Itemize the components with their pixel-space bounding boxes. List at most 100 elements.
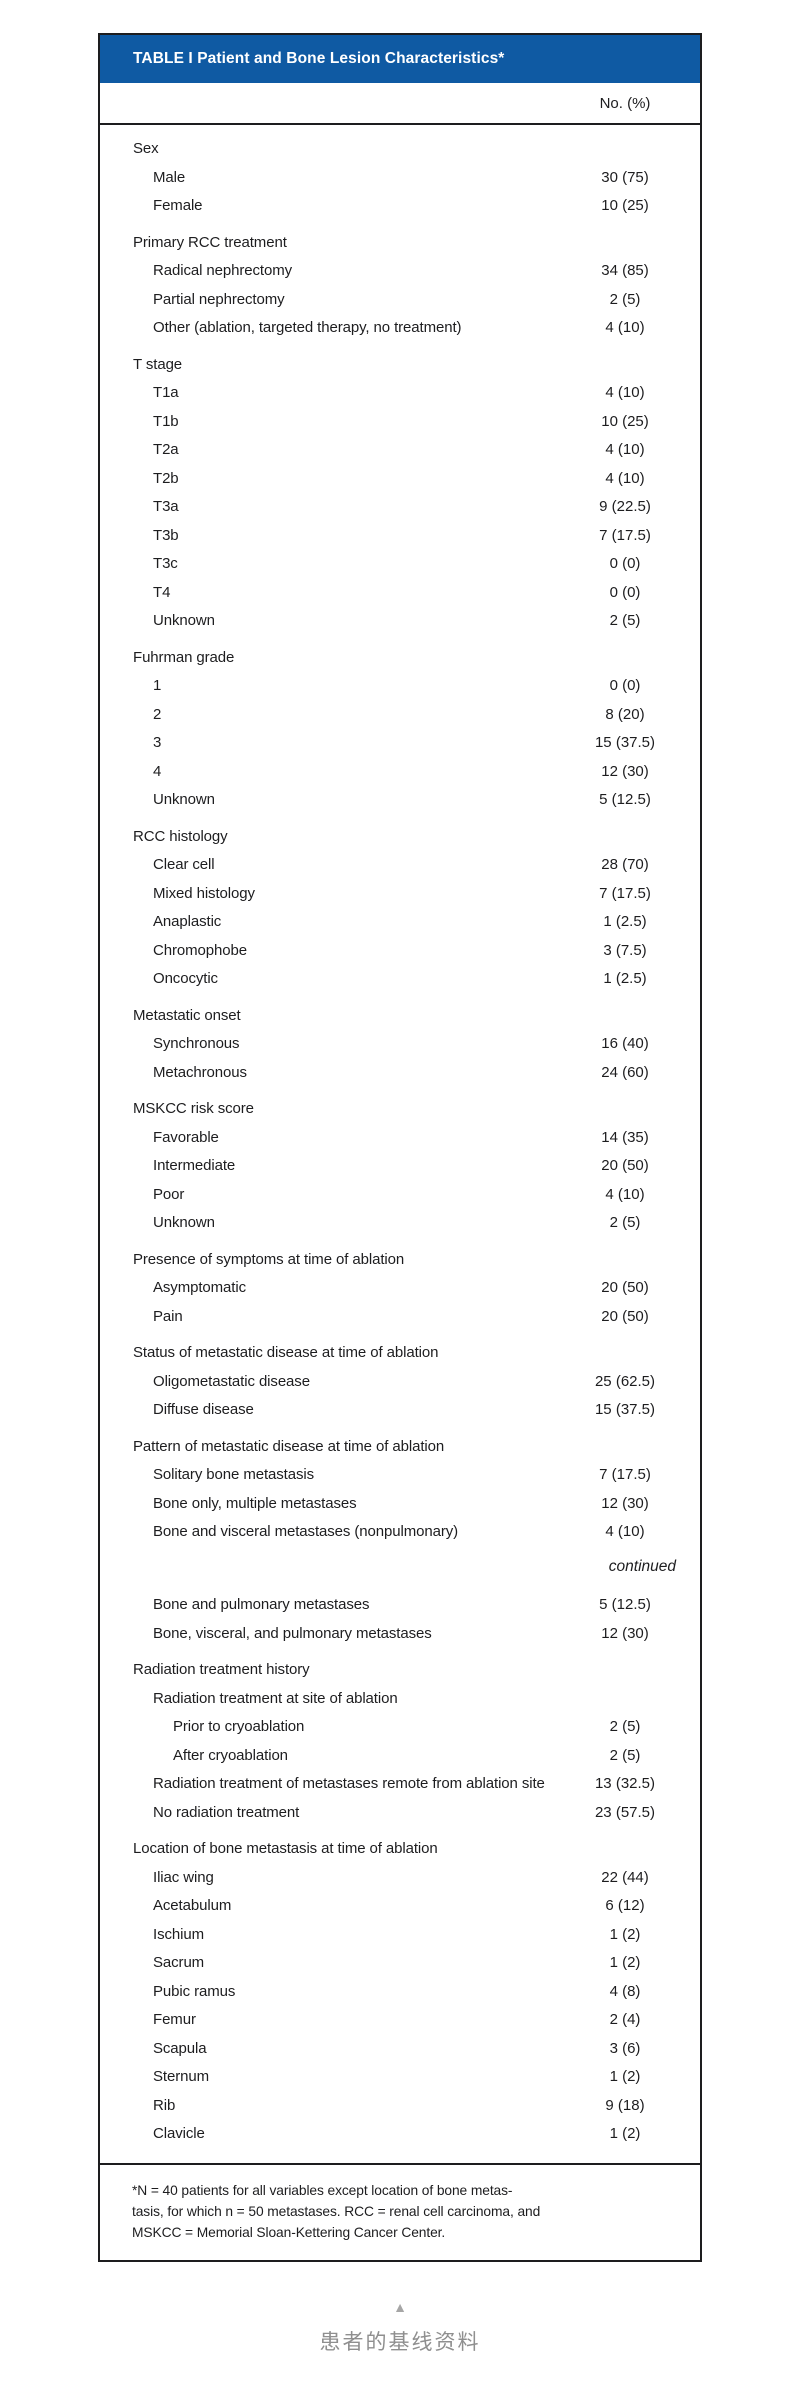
row-value: 2 (5) bbox=[609, 1746, 641, 1764]
row-label: Bone only, multiple metastases bbox=[153, 1494, 357, 1512]
row-label: After cryoablation bbox=[173, 1746, 288, 1764]
row-label: Oligometastatic disease bbox=[153, 1372, 310, 1390]
row-label: 3 bbox=[153, 734, 162, 751]
section-header-label: Fuhrman grade bbox=[133, 648, 235, 666]
table-row: T3c 0 (0) bbox=[100, 550, 700, 579]
table-row: Radiation treatment of metastases remote… bbox=[100, 1770, 700, 1799]
section-header-label: Location of bone metastasis at time of a… bbox=[133, 1840, 438, 1857]
row-label: Solitary bone metastasis bbox=[153, 1466, 315, 1483]
section-header-row: Fuhrman grade bbox=[100, 644, 700, 673]
row-value: 28 (70) bbox=[601, 856, 649, 873]
table-row: Anaplastic 1 (2.5) bbox=[100, 908, 700, 937]
table-row: T1b 10 (25) bbox=[100, 408, 700, 437]
row-value: 2 (4) bbox=[609, 2011, 641, 2028]
row-label: T4 bbox=[153, 583, 171, 601]
row-value: 1 (2.5) bbox=[603, 970, 647, 987]
row-label: Bone and pulmonary metastases bbox=[153, 1596, 370, 1613]
table-row: Intermediate 20 (50) bbox=[100, 1152, 700, 1181]
row-value: 20 (50) bbox=[601, 1307, 649, 1325]
row-value: 4 (10) bbox=[605, 1185, 645, 1203]
table-row: Pubic ramus 4 (8) bbox=[100, 1978, 700, 2007]
table-row: Synchronous 16 (40) bbox=[100, 1030, 700, 1059]
row-label: Femur bbox=[153, 2011, 196, 2028]
row-label: Oncocytic bbox=[153, 970, 218, 987]
row-label: T2b bbox=[153, 469, 179, 487]
section-header-label: Status of metastatic disease at time of … bbox=[133, 1344, 439, 1361]
table-row: 3 15 (37.5) bbox=[100, 729, 700, 758]
column-header-row: No. (%) bbox=[100, 83, 700, 125]
table-row: Unknown 2 (5) bbox=[100, 1209, 700, 1238]
table-row: Iliac wing 22 (44) bbox=[100, 1864, 700, 1893]
table-row: Radiation treatment at site of ablation bbox=[100, 1685, 700, 1714]
table-row: Femur 2 (4) bbox=[100, 2006, 700, 2035]
row-label: Acetabulum bbox=[153, 1897, 232, 1914]
table-row: Metachronous 24 (60) bbox=[100, 1059, 700, 1088]
row-value: 14 (35) bbox=[601, 1128, 649, 1146]
table-row: T3b 7 (17.5) bbox=[100, 522, 700, 551]
table-row: Acetabulum 6 (12) bbox=[100, 1892, 700, 1921]
row-value: 3 (6) bbox=[609, 2039, 641, 2057]
table-row: Favorable 14 (35) bbox=[100, 1124, 700, 1153]
table-row: Oncocytic 1 (2.5) bbox=[100, 965, 700, 994]
row-label: Metachronous bbox=[153, 1063, 247, 1081]
table-row: Asymptomatic 20 (50) bbox=[100, 1274, 700, 1303]
row-value: 3 (7.5) bbox=[603, 941, 647, 959]
row-label: 4 bbox=[153, 762, 162, 780]
row-value: 7 (17.5) bbox=[599, 884, 651, 902]
table-row: After cryoablation 2 (5) bbox=[100, 1742, 700, 1771]
table-section: Metastatic onset Synchronous 16 (40) Metach… bbox=[100, 1002, 700, 1088]
section-header-row: Presence of symptoms at time of ablation bbox=[100, 1246, 700, 1275]
table-row: Unknown 2 (5) bbox=[100, 607, 700, 636]
row-value: 30 (75) bbox=[601, 168, 649, 186]
table-row: Solitary bone metastasis 7 (17.5) bbox=[100, 1461, 700, 1490]
row-value: 15 (37.5) bbox=[594, 1401, 656, 1418]
row-label: Bone and visceral metastases (nonpulmona… bbox=[153, 1523, 459, 1540]
table-row: Bone, visceral, and pulmonary metastases… bbox=[100, 1620, 700, 1649]
row-label: T2a bbox=[153, 441, 179, 458]
row-value: 2 (5) bbox=[609, 1214, 641, 1231]
row-value: 23 (57.5) bbox=[594, 1803, 656, 1821]
row-label: T3a bbox=[153, 498, 179, 515]
row-label: Scapula bbox=[153, 2039, 207, 2057]
row-label: Unknown bbox=[153, 612, 215, 629]
row-value: 5 (12.5) bbox=[599, 791, 651, 808]
table-row: T4 0 (0) bbox=[100, 579, 700, 608]
section-header-row: Pattern of metastatic disease at time of… bbox=[100, 1433, 700, 1462]
row-label: Clear cell bbox=[153, 856, 215, 873]
table-row: 4 12 (30) bbox=[100, 758, 700, 787]
section-header-row: T stage bbox=[100, 351, 700, 380]
table-row: Male 30 (75) bbox=[100, 164, 700, 193]
row-value: 0 (0) bbox=[609, 583, 641, 601]
table-row: Partial nephrectomy 2 (5) bbox=[100, 286, 700, 315]
table-row: Sternum 1 (2) bbox=[100, 2063, 700, 2092]
row-value: 20 (50) bbox=[601, 1157, 649, 1174]
row-label: Radiation treatment of metastases remote… bbox=[153, 1775, 545, 1792]
table-section: T stage T1a 4 (10) T1b 10 (25) T2a 4 (10) T2b 4 … bbox=[100, 351, 700, 636]
row-value: 15 (37.5) bbox=[594, 734, 656, 751]
table-row: Pain 20 (50) bbox=[100, 1303, 700, 1332]
row-label: Radiation treatment at site of ablation bbox=[153, 1689, 398, 1707]
continued-marker: continued bbox=[608, 1557, 676, 1575]
row-value: 10 (25) bbox=[601, 197, 649, 214]
table-section: RCC histology Clear cell 28 (70) Mixed hist… bbox=[100, 823, 700, 994]
row-label: Sternum bbox=[153, 2068, 209, 2085]
table-row: Sacrum 1 (2) bbox=[100, 1949, 700, 1978]
table-row: No radiation treatment 23 (57.5) bbox=[100, 1799, 700, 1828]
section-header-row: Primary RCC treatment bbox=[100, 229, 700, 258]
table-row: T2a 4 (10) bbox=[100, 436, 700, 465]
row-value: 20 (50) bbox=[601, 1279, 649, 1296]
section-header-label: Pattern of metastatic disease at time of… bbox=[133, 1437, 445, 1455]
table-row: 1 0 (0) bbox=[100, 672, 700, 701]
triangle-up-icon: ▲ bbox=[393, 2299, 407, 2315]
table-section: Status of metastatic disease at time of … bbox=[100, 1339, 700, 1425]
table-row: Unknown 5 (12.5) bbox=[100, 786, 700, 815]
table-row: Scapula 3 (6) bbox=[100, 2035, 700, 2064]
caption-block: ▲ 患者的基线资料 bbox=[0, 2300, 800, 2356]
row-value: 16 (40) bbox=[601, 1035, 649, 1052]
section-header-label: Primary RCC treatment bbox=[133, 233, 287, 251]
table-row: Clavicle 1 (2) bbox=[100, 2120, 700, 2149]
row-label: Poor bbox=[153, 1185, 185, 1203]
row-label: Rib bbox=[153, 2096, 176, 2114]
row-label: Chromophobe bbox=[153, 941, 247, 959]
row-label: No radiation treatment bbox=[153, 1803, 300, 1821]
